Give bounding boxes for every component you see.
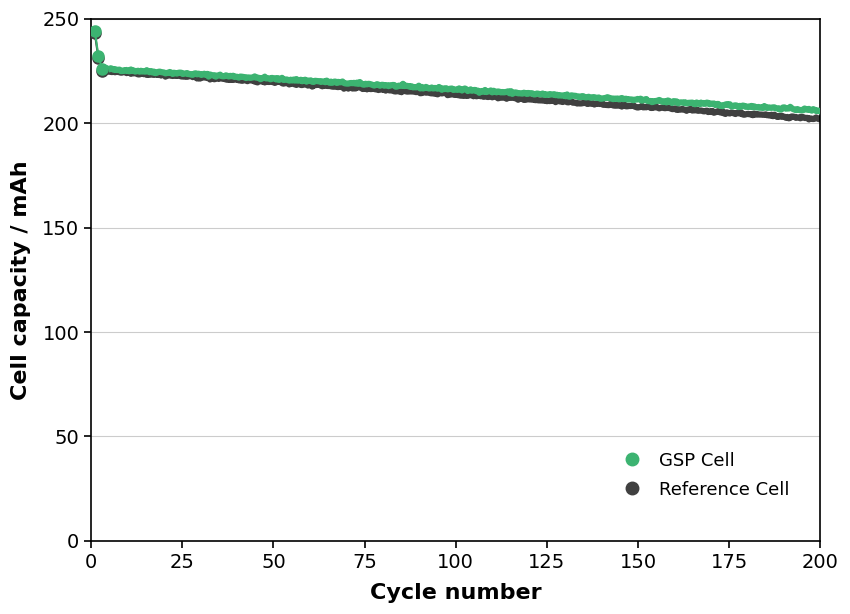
X-axis label: Cycle number: Cycle number <box>370 583 541 603</box>
Y-axis label: Cell capacity / mAh: Cell capacity / mAh <box>11 160 31 400</box>
Legend: GSP Cell, Reference Cell: GSP Cell, Reference Cell <box>607 445 796 506</box>
